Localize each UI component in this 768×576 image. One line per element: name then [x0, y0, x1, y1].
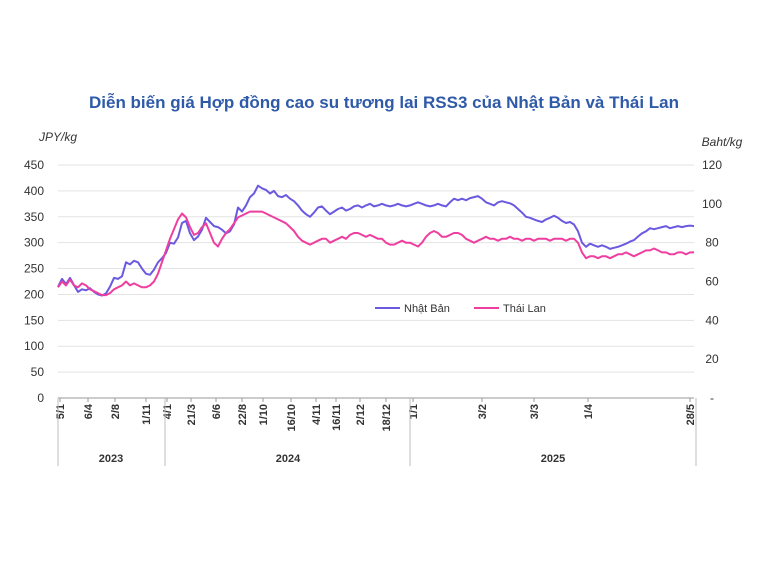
- year-label: 2023: [99, 453, 123, 465]
- left-tick-label: 150: [24, 313, 44, 327]
- x-tick-label: 1/10: [258, 404, 270, 425]
- x-tick-label: 1/11: [141, 404, 153, 425]
- x-tick-label: 4/1: [162, 404, 174, 419]
- x-tick-label: 1/1: [408, 404, 420, 419]
- right-tick-label: 40: [705, 313, 719, 327]
- right-tick-label: 60: [705, 275, 719, 289]
- left-tick-label: 0: [37, 391, 44, 405]
- right-axis-unit: Baht/kg: [702, 135, 743, 149]
- left-tick-label: 450: [24, 158, 44, 172]
- right-tick-label: -: [710, 391, 714, 405]
- x-tick-label: 2/8: [110, 404, 122, 419]
- series-lines: [57, 184, 695, 297]
- x-tick-label: 3/2: [477, 404, 489, 419]
- legend: Nhật Bản Thái Lan: [375, 303, 546, 315]
- left-tick-label: 300: [24, 236, 44, 250]
- left-tick-label: 200: [24, 287, 44, 301]
- x-tick-label: 6/4: [83, 403, 95, 419]
- right-tick-label: 100: [702, 197, 722, 211]
- right-tick-label: 120: [702, 158, 722, 172]
- x-tick-label: 5/1: [55, 404, 67, 419]
- legend-label-nhat-ban: Nhật Bản: [404, 303, 450, 315]
- series-line-nhat-ban: [57, 184, 695, 297]
- x-tick-label: 3/3: [529, 404, 541, 419]
- series-line-thai-lan: [57, 210, 694, 297]
- x-tick-label: 22/8: [237, 404, 249, 425]
- left-axis-ticks: 0 50 100 150 200 250 300 350 400 450: [24, 158, 44, 405]
- x-tick-label: 16/11: [331, 404, 343, 431]
- gridlines: [58, 164, 694, 373]
- x-tick-label: 1/4: [583, 403, 595, 419]
- x-tick-label: 28/5: [685, 404, 697, 425]
- left-tick-label: 350: [24, 210, 44, 224]
- left-tick-label: 100: [24, 339, 44, 353]
- year-label: 2024: [276, 453, 301, 465]
- chart-title: Diễn biến giá Hợp đồng cao su tương lai …: [89, 93, 679, 112]
- right-tick-label: 80: [705, 236, 719, 250]
- x-tick-label: 21/3: [186, 404, 198, 425]
- x-tick-label: 18/12: [381, 404, 393, 432]
- left-tick-label: 50: [31, 365, 45, 379]
- x-tick-label: 16/10: [286, 404, 298, 432]
- x-axis: 5/1 6/4 2/8 1/11 4/1 21/3 6/6 22/8 1/10 16/10 4/11…: [55, 397, 697, 466]
- left-tick-label: 400: [24, 184, 44, 198]
- x-tick-label: 6/6: [211, 404, 223, 419]
- x-tick-label: 4/11: [311, 404, 323, 425]
- year-label: 2025: [541, 453, 565, 465]
- right-tick-label: 20: [705, 352, 719, 366]
- left-tick-label: 250: [24, 262, 44, 276]
- left-axis-unit: JPY/kg: [38, 130, 77, 144]
- x-tick-label: 2/12: [355, 404, 367, 425]
- right-axis-ticks: - 20 40 60 80 100 120: [702, 158, 722, 405]
- legend-label-thai-lan: Thái Lan: [503, 303, 546, 315]
